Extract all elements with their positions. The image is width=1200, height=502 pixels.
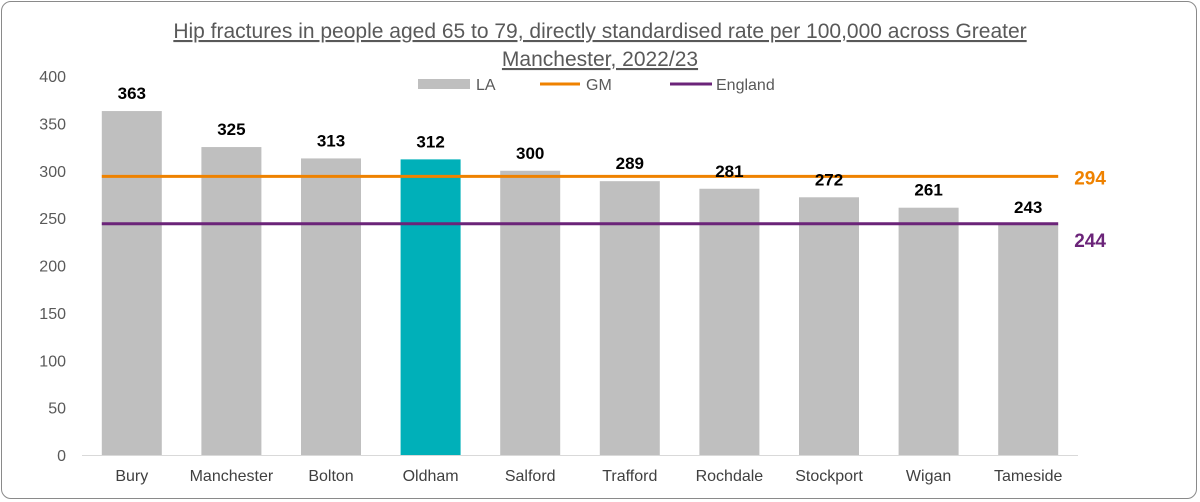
bar-trafford [599, 181, 660, 456]
reference-label-england: 244 [1074, 231, 1106, 252]
bar-stockport [799, 197, 859, 455]
y-tick-label: 50 [48, 401, 66, 418]
data-label: 312 [416, 132, 444, 151]
bar-bolton [301, 158, 361, 455]
bar-salford [500, 170, 561, 455]
legend-swatch-la [418, 79, 470, 89]
x-tick-label: Salford [505, 468, 556, 485]
x-tick-label: Bolton [308, 468, 353, 485]
bar-tameside [998, 224, 1059, 455]
x-tick-label: Wigan [906, 468, 951, 485]
y-axis: 0 50 100 150 200 250 300 350 400 [39, 69, 66, 465]
legend-label-la: LA [476, 77, 496, 94]
bar-wigan [898, 207, 959, 455]
reference-lines: 294 244 [101, 168, 1106, 252]
data-label: 300 [516, 144, 544, 163]
legend: LA GM England [418, 77, 775, 94]
data-label: 243 [1014, 198, 1042, 217]
x-tick-label: Bury [115, 468, 148, 485]
x-tick-label: Trafford [602, 468, 657, 485]
y-tick-label: 350 [39, 116, 66, 133]
y-tick-label: 150 [39, 306, 66, 323]
legend-label-england: England [716, 77, 775, 94]
chart-title-line-1: Hip fractures in people aged 65 to 79, d… [173, 20, 1026, 43]
chart-title-line-2: Manchester, 2022/23 [502, 48, 698, 71]
data-label: 363 [118, 84, 146, 103]
y-tick-label: 100 [39, 353, 66, 370]
y-tick-label: 400 [39, 69, 66, 86]
x-tick-label: Tameside [994, 468, 1063, 485]
x-tick-label: Stockport [795, 468, 863, 485]
data-label: 281 [715, 162, 743, 181]
data-label: 289 [616, 154, 644, 173]
x-tick-label: Manchester [190, 468, 274, 485]
y-tick-label: 0 [57, 448, 66, 465]
bar-rochdale [699, 188, 760, 455]
x-tick-label: Rochdale [696, 468, 764, 485]
data-label: 313 [317, 131, 345, 150]
data-label: 325 [217, 120, 245, 139]
x-axis: Bury Manchester Bolton Oldham Salford Traffor… [82, 455, 1078, 485]
x-tick-label: Oldham [403, 468, 459, 485]
bar-oldham [400, 159, 461, 455]
y-tick-label: 200 [39, 259, 66, 276]
bar-bury [101, 111, 162, 456]
bars [101, 111, 1059, 456]
y-tick-label: 300 [39, 164, 66, 181]
bar-manchester [201, 147, 262, 455]
data-label: 272 [815, 170, 843, 189]
data-label: 261 [914, 181, 942, 200]
reference-label-gm: 294 [1074, 168, 1106, 189]
y-tick-label: 250 [39, 211, 66, 228]
data-labels: 363 325 313 312 300 289 281 272 261 243 [118, 84, 1043, 217]
legend-label-gm: GM [586, 77, 612, 94]
